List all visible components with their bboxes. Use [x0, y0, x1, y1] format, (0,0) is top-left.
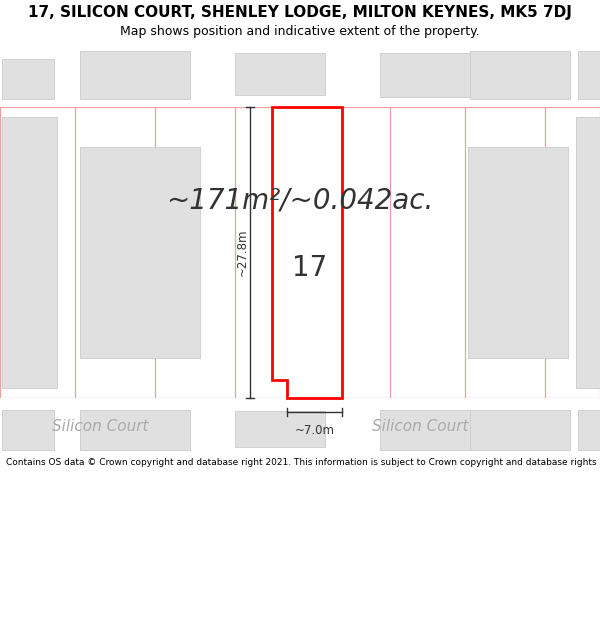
Text: Silicon Court: Silicon Court [52, 419, 148, 434]
Text: ~7.0m: ~7.0m [295, 424, 335, 437]
Text: ~171m²/~0.042ac.: ~171m²/~0.042ac. [166, 186, 434, 214]
Text: 17: 17 [292, 254, 328, 281]
Bar [468, 147, 568, 358]
Bar [470, 410, 570, 450]
Bar [2, 410, 54, 450]
Bar [0, 398, 600, 455]
Bar [80, 410, 190, 450]
Bar [80, 147, 200, 358]
Bar [380, 53, 470, 97]
Bar [235, 53, 325, 95]
Text: Contains OS data © Crown copyright and database right 2021. This information is : Contains OS data © Crown copyright and d… [6, 458, 600, 467]
Bar [470, 51, 570, 99]
Bar [80, 51, 190, 99]
Bar [578, 51, 600, 99]
Text: 17, SILICON COURT, SHENLEY LODGE, MILTON KEYNES, MK5 7DJ: 17, SILICON COURT, SHENLEY LODGE, MILTON… [28, 6, 572, 21]
Bar [235, 411, 325, 447]
Text: Silicon Court: Silicon Court [372, 419, 468, 434]
Bar [2, 59, 54, 99]
Text: ~27.8m: ~27.8m [235, 229, 248, 276]
Bar [380, 410, 470, 450]
Text: Map shows position and indicative extent of the property.: Map shows position and indicative extent… [120, 26, 480, 39]
Bar [576, 117, 600, 388]
Polygon shape [272, 107, 342, 398]
Bar [0, 50, 600, 107]
Bar [2, 117, 57, 388]
Bar [578, 410, 600, 450]
